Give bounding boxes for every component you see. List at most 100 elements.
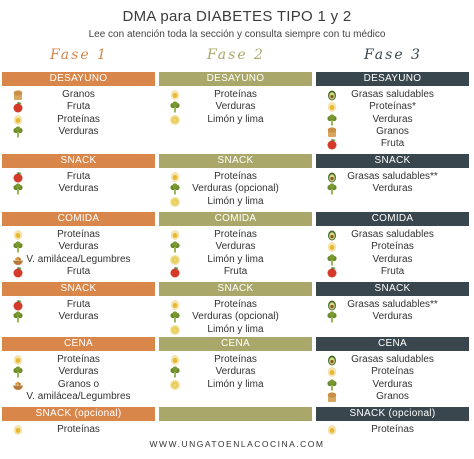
broccoli-icon — [169, 241, 181, 253]
item-label: Fruta — [223, 265, 248, 277]
list-item: Verduras — [2, 311, 155, 323]
item-label: Grasas saludables — [351, 89, 434, 100]
list-item: Verduras — [159, 101, 312, 113]
protein-icon — [12, 114, 24, 126]
lemon-icon — [169, 254, 181, 266]
list-item: Verduras — [2, 126, 155, 138]
bowl-icon — [12, 379, 24, 391]
item-label: Verduras — [215, 101, 256, 113]
item-label: Limón y lima — [207, 323, 264, 335]
broccoli-icon — [326, 311, 338, 323]
item-label: V. amilácea/Legumbres — [26, 390, 131, 402]
list-item: Granos o — [2, 379, 155, 391]
broccoli-icon — [326, 378, 338, 391]
section-header: DESAYUNO — [159, 72, 312, 86]
broccoli-icon — [169, 101, 181, 113]
list-item: Grasas saludables** — [316, 299, 469, 311]
list-item: Granos — [2, 89, 155, 101]
list-item: Proteínas — [2, 424, 155, 436]
item-label: Grasas saludables** — [347, 299, 438, 310]
broccoli-icon — [326, 253, 338, 266]
item-label: Proteínas — [214, 89, 257, 100]
section-header: DESAYUNO — [2, 72, 155, 86]
item-label: Verduras — [58, 366, 99, 378]
section-header: COMIDA — [159, 212, 312, 226]
apple-icon — [326, 138, 338, 150]
apple-icon — [12, 299, 24, 311]
list-item: Proteínas — [159, 171, 312, 183]
item-label: Verduras — [58, 183, 99, 195]
bowl-icon — [12, 254, 24, 266]
item-label: Verduras — [372, 253, 413, 265]
lemon-icon — [169, 114, 181, 126]
section-header: SNACK (opcional) — [316, 407, 469, 421]
list-item: Limón y lima — [159, 324, 312, 336]
protein-icon — [326, 424, 338, 436]
item-label: Grasas saludables** — [347, 171, 438, 182]
protein-icon — [169, 299, 181, 311]
item-label: Verduras — [372, 311, 413, 323]
item-label: Proteínas — [57, 229, 100, 240]
section-header: SNACK — [159, 282, 312, 296]
list-item: Verduras — [316, 183, 469, 195]
list-item: V. amilácea/Legumbres — [2, 254, 155, 266]
broccoli-icon — [12, 366, 24, 378]
protein-icon — [12, 424, 24, 436]
list-item: Verduras (opcional) — [159, 311, 312, 323]
item-label: Fruta — [380, 265, 405, 277]
item-label: Proteínas — [214, 171, 257, 182]
item-label: V. amilácea/Legumbres — [26, 253, 131, 265]
footer-url: WWW.UNGATOENLACOCINA.COM — [149, 439, 325, 449]
item-label: Proteínas — [214, 299, 257, 310]
section-header: SNACK — [2, 154, 155, 168]
list-item: Verduras — [2, 183, 155, 195]
broccoli-icon — [12, 183, 24, 195]
item-label: Granos o — [57, 378, 100, 390]
list-item: Grasas saludables** — [316, 171, 469, 183]
section-header: COMIDA — [2, 212, 155, 226]
list-item: Verduras — [2, 366, 155, 378]
protein-icon — [326, 366, 338, 378]
avocado-icon — [326, 171, 338, 183]
protein-icon — [169, 89, 181, 101]
item-label: Verduras (opcional) — [192, 311, 279, 323]
lemon-icon — [169, 196, 181, 208]
list-item: Proteínas — [316, 366, 469, 378]
item-label: Verduras (opcional) — [192, 183, 279, 195]
item-label: Proteínas — [57, 354, 100, 365]
list-item: Granos — [316, 126, 469, 138]
item-label: Proteínas — [371, 241, 414, 253]
item-label: Limón y lima — [207, 195, 264, 207]
section-header: SNACK — [316, 154, 469, 168]
list-item: Grasas saludables — [316, 354, 469, 366]
item-label: Verduras — [372, 113, 413, 125]
list-item: Fruta — [316, 138, 469, 150]
list-item: Proteínas — [2, 114, 155, 126]
page-title: DMA para DIABETES TIPO 1 y 2 — [122, 8, 352, 25]
list-item: Verduras — [159, 366, 312, 378]
list-item: Proteínas — [159, 354, 312, 366]
apple-icon — [12, 266, 24, 278]
bread-icon — [12, 89, 24, 101]
list-item: Proteínas — [2, 229, 155, 241]
list-item: Grasas saludables — [316, 229, 469, 241]
item-label: Granos — [376, 125, 409, 137]
section-header: SNACK — [316, 282, 469, 296]
item-label: Fruta — [66, 299, 91, 310]
list-item: Verduras — [159, 241, 312, 253]
protein-icon — [12, 354, 24, 366]
broccoli-icon — [169, 183, 181, 195]
item-label: Grasas saludables — [351, 354, 434, 365]
item-label: Fruta — [66, 265, 91, 277]
list-item: Limón y lima — [159, 114, 312, 126]
broccoli-icon — [12, 126, 24, 138]
item-label: Fruta — [66, 171, 91, 182]
section-header: CENA — [316, 337, 469, 351]
broccoli-icon — [169, 366, 181, 378]
list-item: Verduras (opcional) — [159, 183, 312, 195]
section-header: SNACK — [2, 282, 155, 296]
item-label: Proteínas* — [369, 101, 416, 113]
list-item: Grasas saludables — [316, 89, 469, 101]
phase-3-title: Fase 3 — [364, 47, 422, 63]
lemon-icon — [169, 324, 181, 336]
